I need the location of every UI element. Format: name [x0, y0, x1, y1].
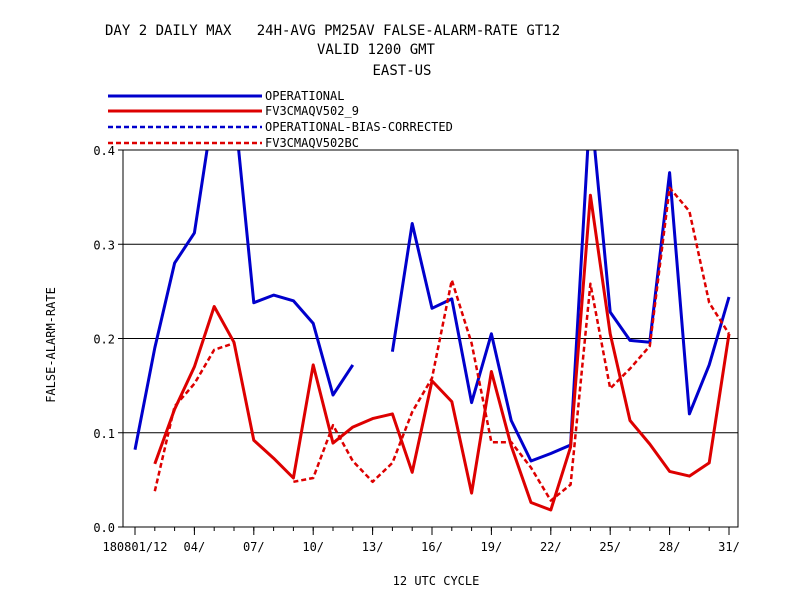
x-tick-label-8: 25/	[599, 540, 621, 554]
x-tick-label-4: 13/	[362, 540, 384, 554]
chart-title-line-2: VALID 1200 GMT	[317, 42, 436, 58]
chart-title-line-1: DAY 2 DAILY MAX 24H-AVG PM25AV FALSE-ALA…	[105, 23, 560, 39]
y-tick-label-2: 0.2	[93, 333, 115, 347]
series-line-operational	[133, 150, 731, 463]
y-tick-label-3: 0.3	[93, 238, 115, 252]
legend: OPERATIONAL FV3CMAQV502_9 OPERATIONAL-BI…	[108, 89, 453, 150]
series-line-fv3cmaqv502-9	[153, 193, 731, 512]
x-tick-label-5: 16/	[421, 540, 443, 554]
y-tick-label-0: 0.0	[93, 521, 115, 535]
y-axis: 0.0 0.1 0.2 0.3 0.4	[93, 144, 123, 535]
legend-label-operational-bias-corrected: OPERATIONAL-BIAS-CORRECTED	[265, 120, 453, 134]
x-axis-label: 12 UTC CYCLE	[393, 574, 480, 588]
x-tick-label-2: 07/	[243, 540, 265, 554]
x-tick-label-3: 10/	[302, 540, 324, 554]
series-line-fv3cmaqv502bc	[153, 186, 731, 502]
x-tick-label-9: 28/	[659, 540, 681, 554]
x-tick-label-10: 31/	[718, 540, 740, 554]
series-lines	[133, 150, 731, 512]
legend-label-fv3cmaqv502-9: FV3CMAQV502_9	[265, 104, 359, 118]
legend-label-fv3cmaqv502bc: FV3CMAQV502BC	[265, 136, 359, 150]
x-axis: 180801/12 04/07/10/13/16/19/22/25/28/31/	[102, 527, 740, 554]
x-tick-label-7: 22/	[540, 540, 562, 554]
x-tick-label-1: 04/	[184, 540, 206, 554]
y-axis-label: FALSE-ALARM-RATE	[44, 287, 58, 403]
x-tick-label-0: 180801/12	[102, 540, 167, 554]
legend-label-operational: OPERATIONAL	[265, 89, 344, 103]
chart-title-line-3: EAST-US	[372, 63, 431, 79]
y-tick-label-4: 0.4	[93, 144, 115, 158]
gridlines	[123, 243, 738, 434]
x-tick-label-6: 19/	[481, 540, 503, 554]
y-tick-label-1: 0.1	[93, 427, 115, 441]
